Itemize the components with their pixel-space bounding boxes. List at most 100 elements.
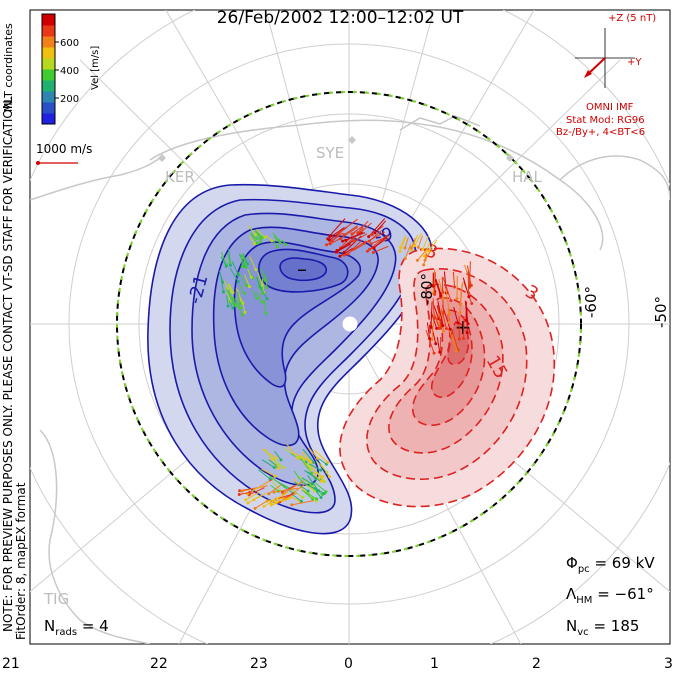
- velocity-vector: [433, 304, 440, 319]
- coastlines: [30, 115, 670, 644]
- velocity-vector: [276, 491, 289, 500]
- station-hal: HAL: [512, 168, 543, 186]
- velocity-colorbar: 600 400 200 Vel [m/s]: [41, 13, 101, 125]
- velocity-vector-origin: [319, 468, 323, 472]
- velocity-vector-origin: [433, 292, 437, 296]
- velocity-vector: [244, 274, 250, 287]
- nvc-sub: vc: [577, 627, 589, 638]
- lat-label-80: -80°: [418, 273, 436, 305]
- velocity-vector-origin: [228, 263, 232, 267]
- velocity-vector-origin: [267, 492, 271, 496]
- velocity-vector-origin: [284, 243, 288, 247]
- stat-model: Stat Mod: RG96: [566, 115, 645, 126]
- colorbar-segment: [42, 58, 55, 70]
- velocity-vector-origin: [314, 477, 318, 481]
- velocity-vector-origin: [249, 275, 253, 279]
- velocity-vector-origin: [456, 321, 460, 325]
- velocity-vector: [434, 272, 436, 295]
- velocity-vector: [307, 471, 317, 480]
- velocity-vector: [329, 218, 346, 237]
- velocity-vector: [272, 481, 283, 493]
- velocity-vector: [241, 255, 247, 265]
- velocity-vector: [263, 298, 267, 314]
- colorbar-segment: [42, 25, 55, 37]
- velocity-vector: [291, 488, 304, 498]
- velocity-vector-origin: [309, 468, 313, 472]
- velocity-vector-origin: [233, 303, 237, 307]
- velocity-vector: [357, 220, 369, 234]
- velocity-vector-origin: [248, 285, 252, 289]
- velocity-vector-origin: [465, 331, 469, 335]
- velocity-vector-origin: [338, 254, 342, 258]
- velocity-vector: [417, 235, 424, 248]
- velocity-vector-origin: [416, 245, 420, 249]
- velocity-vector-origin: [275, 245, 279, 249]
- velocity-vector-origin: [272, 465, 276, 469]
- velocity-vector: [251, 289, 258, 299]
- velocity-vector-origin: [428, 337, 432, 341]
- stat-n-rads: Nrads = 4: [44, 617, 109, 638]
- velocity-vector: [433, 269, 436, 294]
- velocity-vector: [467, 265, 472, 286]
- colorbar-tick-600: 600: [60, 38, 79, 49]
- velocity-vector: [452, 271, 456, 287]
- velocity-vector: [237, 271, 247, 286]
- velocity-vector-origin: [430, 338, 434, 342]
- velocity-vector: [336, 240, 354, 251]
- velocity-vector-origin: [467, 295, 471, 299]
- velocity-vector: [312, 473, 322, 482]
- velocity-vector: [360, 222, 372, 234]
- velocity-vector: [262, 278, 265, 293]
- velocity-vector-origin: [403, 256, 407, 260]
- velocity-vector: [254, 229, 263, 239]
- velocity-vector-origin: [306, 489, 310, 493]
- mlt-label-1: 1: [430, 656, 439, 672]
- velocity-vector-origin: [368, 247, 372, 251]
- velocity-vector-origin: [253, 242, 257, 246]
- colorbar-segment: [42, 80, 55, 92]
- velocity-vector-origin: [265, 286, 269, 290]
- velocity-vector: [438, 279, 444, 299]
- velocity-vector: [250, 233, 258, 244]
- velocity-vector-origin: [255, 296, 259, 300]
- imf-scale-label: +Z (5 nT): [608, 13, 657, 24]
- velocity-vector-origin: [315, 497, 319, 501]
- velocity-vector-origin: [282, 466, 286, 470]
- velocity-vector: [282, 485, 296, 493]
- velocity-vector: [417, 247, 429, 261]
- velocity-vector-origin: [243, 291, 247, 295]
- velocity-vector-origin: [319, 479, 323, 483]
- lat-label-60: -60°: [582, 286, 600, 318]
- velocity-vector-origin: [237, 492, 241, 496]
- velocity-vector-origin: [342, 233, 346, 237]
- velocity-vector-origin: [262, 504, 266, 508]
- latitude-labels: -80° -60° -50°: [418, 273, 670, 328]
- velocity-vector-origin: [335, 249, 339, 253]
- velocity-vector-origin: [432, 351, 436, 355]
- velocity-vector-origin: [231, 297, 235, 301]
- imf-y-label: +Y: [627, 57, 642, 68]
- velocity-vector: [283, 480, 304, 495]
- lambda-value: = −61°: [597, 585, 654, 603]
- velocity-vector-origin: [297, 456, 301, 460]
- velocity-vector-origin: [254, 268, 258, 272]
- velocity-vector: [305, 484, 315, 492]
- velocity-vector-origin: [276, 464, 280, 468]
- velocity-vector-origin: [260, 300, 264, 304]
- colorbar-segment: [42, 102, 55, 114]
- velocity-vector-origin: [372, 246, 376, 250]
- colorbar-label: Vel [m/s]: [90, 46, 101, 90]
- velocity-vector: [234, 297, 241, 309]
- velocity-vector-origin: [469, 284, 473, 288]
- velocity-vector-origin: [342, 253, 346, 257]
- station-tig: TIG: [43, 590, 69, 608]
- velocity-vectors: [218, 218, 474, 510]
- velocity-vector: [423, 241, 431, 257]
- velocity-vector-origin: [264, 311, 268, 315]
- velocity-vector: [442, 277, 452, 301]
- velocity-vector-origin: [275, 497, 279, 501]
- velocity-vector-origin: [273, 474, 277, 478]
- reference-vector-label: 1000 m/s: [36, 142, 92, 156]
- velocity-vector-origin: [341, 239, 345, 243]
- mlt-label-3: 3: [664, 656, 673, 672]
